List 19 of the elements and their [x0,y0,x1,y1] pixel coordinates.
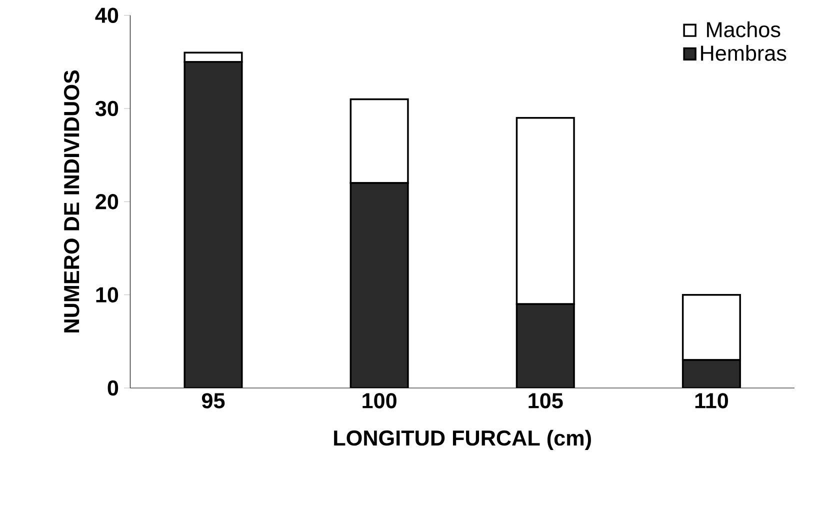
x-tick-label: 110 [695,393,728,408]
bar [184,61,243,388]
x-tick-label: 100 [362,393,396,408]
bar [516,116,575,306]
y-tick-label: 0 [108,380,118,396]
x-axis-title: LONGITUD FURCAL (cm) [334,430,591,450]
bar [350,98,409,184]
y-tick-label: 20 [96,194,118,210]
y-tick-label: 30 [95,100,118,116]
legend-label: Hembras [701,45,786,61]
x-tick-label: 105 [528,393,563,408]
y-axis-title: NUMERO DE INDIVIDUOS [64,70,80,332]
legend-label: Machos [707,21,780,38]
x-tick-label: 95 [202,393,225,408]
y-tick-label: 10 [96,287,118,302]
bar [682,359,741,388]
bar [350,182,409,388]
y-tick-label: 40 [95,8,118,24]
bar [516,303,575,388]
